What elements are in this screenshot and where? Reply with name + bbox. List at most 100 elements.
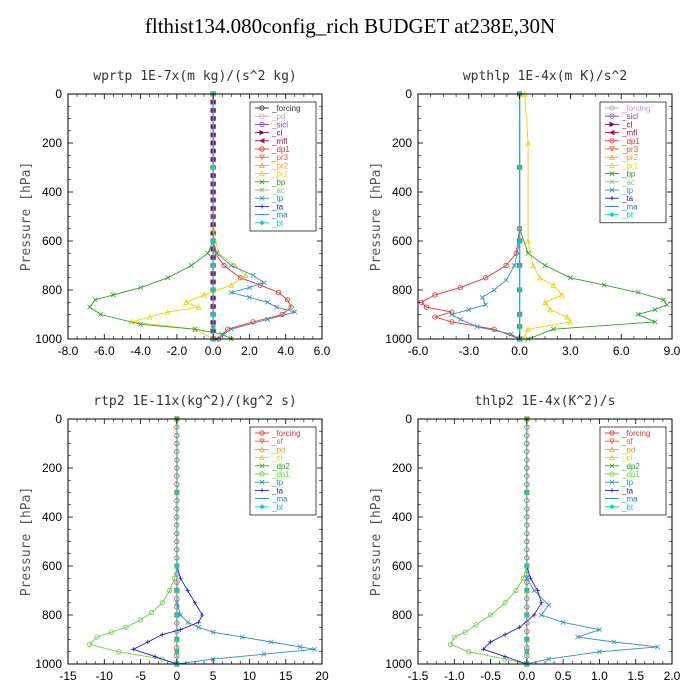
legend-label: _tp — [621, 478, 634, 487]
series-line — [526, 578, 658, 665]
y-tick-label: 200 — [42, 136, 62, 150]
data-point — [564, 313, 570, 320]
data-point — [185, 619, 191, 625]
y-tick-label: 600 — [392, 559, 412, 573]
data-point — [138, 285, 144, 291]
x-tick-label: 0.0 — [519, 669, 536, 683]
data-point — [94, 634, 100, 640]
data-point — [524, 489, 530, 496]
data-point — [110, 292, 116, 298]
data-point — [210, 262, 216, 269]
legend-label: _dp1 — [271, 145, 290, 154]
data-point — [517, 625, 522, 630]
legend-label: _bt — [621, 211, 634, 220]
data-point — [297, 644, 303, 650]
legend-label: _pr1 — [621, 161, 639, 170]
data-point — [546, 602, 552, 608]
legend-label: _forcing — [621, 429, 650, 438]
data-point — [483, 302, 489, 308]
legend-label: _cl — [271, 129, 282, 138]
data-point — [210, 238, 216, 244]
x-tick-label: 0.5 — [555, 669, 572, 683]
legend-marker — [609, 479, 615, 485]
legend-marker — [609, 446, 615, 452]
data-point — [491, 326, 497, 332]
legend-marker — [259, 488, 265, 493]
legend-label: _sicl — [621, 112, 638, 121]
legend-marker — [609, 187, 615, 193]
series-line — [89, 240, 232, 340]
x-tick-label: 15 — [279, 669, 293, 683]
legend-marker — [259, 479, 265, 485]
data-point — [201, 291, 207, 298]
chart-panel-wprtp: wprtp 1E-7x(m kg)/(s^2 kg) Pressure [hPa]… — [19, 69, 331, 358]
data-point — [516, 324, 523, 330]
data-point — [531, 588, 537, 593]
legend-label: _bt — [271, 219, 284, 228]
legend-marker — [609, 488, 615, 493]
data-point — [159, 600, 165, 606]
data-point — [138, 321, 144, 327]
y-tick-label: 200 — [392, 136, 412, 150]
panel-title: thlp2 1E-4x(K^2)/s — [475, 394, 616, 409]
data-point — [655, 644, 660, 650]
legend-label: _ac — [271, 186, 285, 195]
data-point — [635, 312, 641, 317]
series-line — [450, 565, 528, 665]
data-point — [449, 312, 455, 317]
legend-label: _ac — [621, 178, 635, 187]
legend-marker — [259, 129, 265, 136]
legend-label: _ma — [271, 211, 288, 220]
legend-label: _cl — [621, 120, 632, 129]
data-point — [178, 612, 183, 618]
legend-marker — [609, 146, 615, 153]
legend-label: _ta — [271, 202, 284, 211]
x-tick-label: -15 — [59, 669, 77, 683]
data-point — [164, 308, 171, 315]
data-point — [524, 649, 530, 655]
data-point — [503, 277, 509, 283]
data-point — [542, 263, 548, 268]
legend-marker — [259, 105, 265, 111]
data-point — [539, 600, 544, 605]
legend-label: _sf — [621, 437, 633, 446]
data-point — [502, 632, 508, 637]
data-point — [174, 563, 180, 569]
data-point — [185, 588, 190, 593]
data-point — [560, 619, 566, 625]
data-point — [159, 656, 165, 662]
data-point — [567, 318, 574, 325]
legend-label: _sicl — [271, 120, 288, 129]
data-point — [483, 275, 489, 281]
legend-marker — [609, 154, 615, 160]
legend-marker — [259, 463, 265, 469]
panel-title: rtp2 1E-11x(kg^2)/(kg^2 s) — [93, 394, 297, 409]
series-tp — [174, 600, 318, 667]
legend-label: _dp1 — [621, 470, 640, 479]
series-line — [131, 94, 247, 340]
data-point — [210, 324, 216, 330]
data-point — [250, 272, 256, 278]
legend-label: _dp1 — [621, 137, 640, 146]
legend-marker — [609, 454, 615, 461]
data-point — [601, 282, 607, 288]
data-point — [462, 629, 468, 635]
chart-panel-wpthlp: wpthlp 1E-4x(m K)/s^2 Pressure [hPa] -6.0 -… — [369, 69, 681, 358]
legend-marker — [259, 430, 265, 436]
legend-marker — [609, 138, 615, 144]
data-point — [228, 326, 234, 332]
legend-label: _mfl — [271, 137, 287, 146]
legend-marker — [259, 154, 265, 161]
chart-panel-rtp2: rtp2 1E-11x(kg^2)/(kg^2 s) Pressure [hPa]… — [19, 394, 329, 683]
x-tick-label: -3.0 — [458, 344, 479, 358]
y-tick-label: 1000 — [385, 332, 412, 346]
data-point — [432, 314, 438, 320]
data-point — [242, 272, 249, 278]
data-point — [228, 289, 234, 295]
data-point — [200, 612, 205, 618]
y-tick-label: 800 — [42, 608, 62, 622]
data-point — [481, 647, 486, 652]
series-line — [450, 240, 521, 340]
x-tick-label: 2.0 — [664, 669, 681, 683]
legend-marker — [609, 211, 615, 218]
